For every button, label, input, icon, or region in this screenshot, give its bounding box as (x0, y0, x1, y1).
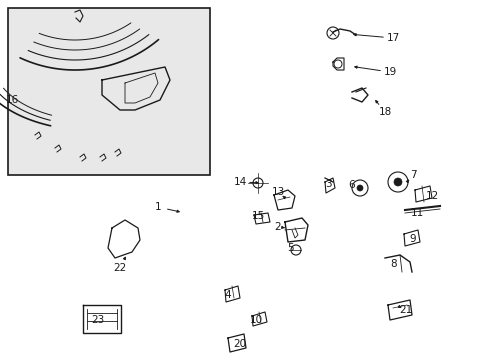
Circle shape (393, 178, 401, 186)
Text: 7: 7 (409, 170, 415, 180)
Bar (8, 8, 209, 175)
Text: 12: 12 (425, 191, 438, 201)
Text: 6: 6 (348, 180, 355, 190)
Text: 8: 8 (390, 259, 397, 269)
Text: 18: 18 (378, 107, 391, 117)
Text: 9: 9 (409, 234, 415, 244)
Text: 21: 21 (399, 305, 412, 315)
Text: 4: 4 (224, 290, 231, 300)
Text: 23: 23 (91, 315, 104, 325)
Text: 19: 19 (383, 67, 396, 77)
Text: 5: 5 (286, 243, 293, 253)
Text: 15: 15 (251, 211, 264, 221)
Text: 10: 10 (249, 315, 262, 325)
Text: 14: 14 (233, 177, 246, 187)
Text: 20: 20 (233, 339, 246, 349)
Text: 2: 2 (274, 222, 281, 232)
Text: 17: 17 (386, 33, 399, 43)
Circle shape (356, 185, 362, 191)
Text: 16: 16 (5, 95, 19, 105)
Text: 13: 13 (271, 187, 284, 197)
Text: 3: 3 (324, 179, 331, 189)
Text: 1: 1 (154, 202, 161, 212)
Text: 22: 22 (113, 263, 126, 273)
Text: 11: 11 (409, 208, 423, 218)
